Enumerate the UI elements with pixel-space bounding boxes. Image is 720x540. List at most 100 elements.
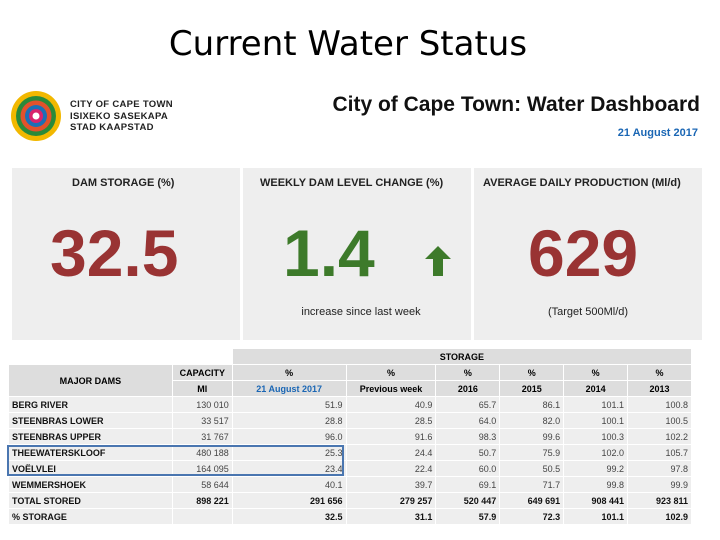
dam-name: BERG RIVER <box>8 396 173 413</box>
table-cell: 102.9 <box>627 508 692 525</box>
table-cell: 99.8 <box>563 476 629 493</box>
table-cell: 25.3 <box>231 444 347 461</box>
daily-production-tile: AVERAGE DAILY PRODUCTION (Ml/d) 629 (Tar… <box>474 168 702 340</box>
pct-header: % <box>563 364 629 381</box>
table-cell: 100.8 <box>627 396 692 413</box>
org-name-line-2: ISIXEKO SASEKAPA <box>70 110 169 122</box>
tile-label: AVERAGE DAILY PRODUCTION (Ml/d) <box>483 177 681 189</box>
table-cell: 279 257 <box>345 492 437 509</box>
table-cell: 908 441 <box>563 492 629 509</box>
table-cell: 64.0 <box>435 412 501 429</box>
table-cell: 923 811 <box>627 492 692 509</box>
table-cell: 75.9 <box>499 444 565 461</box>
table-cell: 96.0 <box>231 428 347 445</box>
table-cell: 649 691 <box>499 492 565 509</box>
table-row: VOËLVLEI 164 095 23.4 22.4 60.0 50.5 99.… <box>8 460 692 477</box>
dashboard-date: 21 August 2017 <box>617 127 698 139</box>
table-cell: 91.6 <box>345 428 437 445</box>
table-cell: 100.3 <box>563 428 629 445</box>
table-cell: 69.1 <box>435 476 501 493</box>
column-header-previous-week: Previous week <box>345 380 437 397</box>
column-header-current: 21 August 2017 <box>231 380 347 397</box>
table-row: BERG RIVER 130 010 51.9 40.9 65.7 86.1 1… <box>8 396 692 413</box>
table-cell: 40.9 <box>345 396 437 413</box>
org-name: CITY OF CAPE TOWN ISIXEKO SASEKAPA STAD … <box>70 99 173 134</box>
table-cell: 101.1 <box>563 508 629 525</box>
table-row: THEEWATERSKLOOF 480 188 25.3 24.4 50.7 7… <box>8 444 692 461</box>
major-dams-table: STORAGE MAJOR DAMS CAPACITY % % % % % % … <box>8 348 693 525</box>
weekly-change-tile: WEEKLY DAM LEVEL CHANGE (%) 1.4 increase… <box>243 168 471 340</box>
table-cell: 39.7 <box>345 476 437 493</box>
table-cell: 51.9 <box>231 396 347 413</box>
column-header-2016: 2016 <box>435 380 501 397</box>
dam-capacity: 898 221 <box>171 492 233 509</box>
org-name-line-1: CITY OF CAPE TOWN <box>70 99 173 110</box>
pct-header: % <box>231 364 347 381</box>
dam-capacity: 33 517 <box>171 412 233 429</box>
capacity-header: CAPACITY <box>171 364 233 381</box>
slide-title: Current Water Status <box>168 24 528 64</box>
capacity-unit-header: Ml <box>171 380 233 397</box>
table-cell: 28.8 <box>231 412 347 429</box>
storage-group-header: STORAGE <box>231 348 693 365</box>
table-cell: 101.1 <box>563 396 629 413</box>
table-cell: 100.1 <box>563 412 629 429</box>
table-cell: 102.0 <box>563 444 629 461</box>
table-cell: 22.4 <box>345 460 437 477</box>
table-cell: 291 656 <box>231 492 347 509</box>
dam-name: THEEWATERSKLOOF <box>8 444 173 461</box>
table-cell: 32.5 <box>231 508 347 525</box>
table-cell: 23.4 <box>231 460 347 477</box>
table-cell: 57.9 <box>435 508 501 525</box>
table-cell: 60.0 <box>435 460 501 477</box>
pct-header: % <box>627 364 692 381</box>
city-logo <box>11 91 61 141</box>
dam-capacity: 130 010 <box>171 396 233 413</box>
weekly-change-value: 1.4 <box>283 216 375 290</box>
column-header-2013: 2013 <box>627 380 692 397</box>
table-cell: 28.5 <box>345 412 437 429</box>
table-cell: 100.5 <box>627 412 692 429</box>
column-header-2015: 2015 <box>499 380 565 397</box>
table-cell: 50.5 <box>499 460 565 477</box>
pct-header: % <box>345 364 437 381</box>
dam-name: STEENBRAS LOWER <box>8 412 173 429</box>
table-cell: 99.2 <box>563 460 629 477</box>
table-cell: 102.2 <box>627 428 692 445</box>
dam-name: VOËLVLEI <box>8 460 173 477</box>
dashboard-title: City of Cape Town: Water Dashboard <box>332 93 700 116</box>
table-cell: 65.7 <box>435 396 501 413</box>
table-cell: 99.9 <box>627 476 692 493</box>
major-dams-header: MAJOR DAMS <box>8 364 173 397</box>
table-cell: 50.7 <box>435 444 501 461</box>
arrow-up-icon <box>425 246 451 276</box>
dam-name: STEENBRAS UPPER <box>8 428 173 445</box>
column-header-2014: 2014 <box>563 380 629 397</box>
table-cell: 97.8 <box>627 460 692 477</box>
pct-storage-row: % STORAGE 32.5 31.1 57.9 72.3 101.1 102.… <box>8 508 692 525</box>
dam-storage-value: 32.5 <box>50 216 179 290</box>
dam-storage-tile: DAM STORAGE (%) 32.5 <box>12 168 240 340</box>
table-cell: 520 447 <box>435 492 501 509</box>
table-row: WEMMERSHOEK 58 644 40.1 39.7 69.1 71.7 9… <box>8 476 692 493</box>
tile-label: WEEKLY DAM LEVEL CHANGE (%) <box>260 177 444 189</box>
org-name-line-3: STAD KAAPSTAD <box>70 122 154 133</box>
dam-name: WEMMERSHOEK <box>8 476 173 493</box>
tile-label: DAM STORAGE (%) <box>72 177 175 189</box>
daily-production-target: (Target 500Ml/d) <box>547 306 629 318</box>
table-row: STEENBRAS UPPER 31 767 96.0 91.6 98.3 99… <box>8 428 692 445</box>
table-cell: 86.1 <box>499 396 565 413</box>
pct-header: % <box>499 364 565 381</box>
table-cell: 71.7 <box>499 476 565 493</box>
table-row: STEENBRAS LOWER 33 517 28.8 28.5 64.0 82… <box>8 412 692 429</box>
table-cell: 31.1 <box>345 508 437 525</box>
dam-capacity <box>171 508 233 525</box>
header-spacer <box>8 348 173 365</box>
dam-capacity: 31 767 <box>171 428 233 445</box>
weekly-change-caption: increase since last week <box>301 306 421 318</box>
table-cell: 72.3 <box>499 508 565 525</box>
table-cell: 40.1 <box>231 476 347 493</box>
table-cell: 98.3 <box>435 428 501 445</box>
dam-capacity: 164 095 <box>171 460 233 477</box>
total-stored-row: TOTAL STORED 898 221 291 656 279 257 520… <box>8 492 692 509</box>
